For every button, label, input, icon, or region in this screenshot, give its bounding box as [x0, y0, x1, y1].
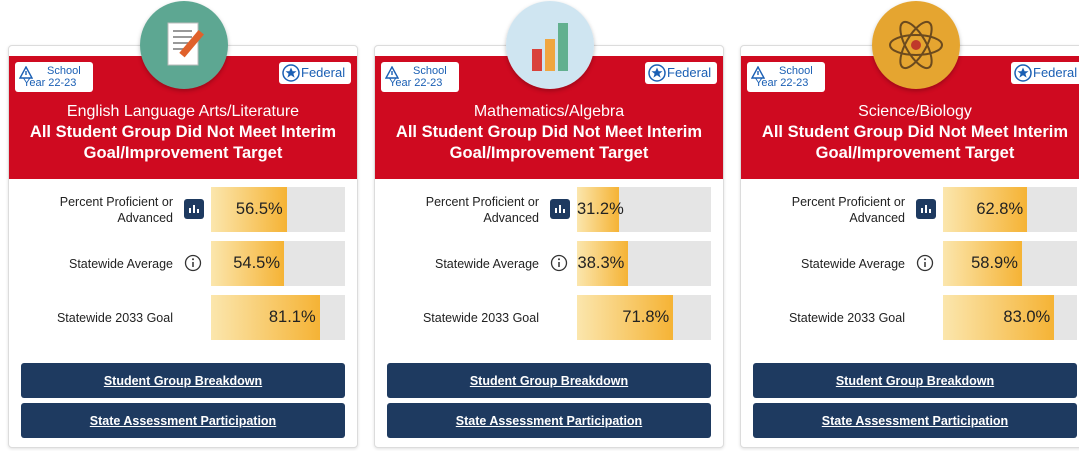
subject: Mathematics/Algebra: [473, 103, 625, 120]
bar-fill: 38.3%: [577, 241, 629, 286]
metric-label-text: Statewide 2033 Goal: [422, 310, 539, 325]
status: All Student Group Did Not Meet Interim G…: [761, 123, 1069, 162]
metric-label-text: Statewide 2033 Goal: [56, 310, 173, 325]
subject: Science/Biology: [858, 103, 972, 120]
metric-label: Statewide 2033 Goal: [389, 295, 539, 340]
metric-label: Percent Proficient or Advanced: [755, 187, 905, 232]
bar-track: 54.5%: [211, 241, 345, 286]
metric-label-text: Percent Proficient or Advanced: [425, 194, 539, 225]
bar-fill: 54.5%: [211, 241, 285, 286]
metric-row: Percent Proficient or Advanced 31.2%: [375, 187, 715, 232]
chart-icon[interactable]: [184, 199, 204, 224]
value-label: 83.0%: [1003, 308, 1051, 326]
metric-row: Statewide 2033 Goal 83.0%: [741, 295, 1079, 340]
value-label: 56.5%: [235, 200, 283, 218]
action-button[interactable]: Student Group Breakdown: [387, 363, 711, 398]
action-button[interactable]: State Assessment Participation: [21, 403, 345, 438]
info-icon[interactable]: [550, 254, 568, 277]
metric-label: Percent Proficient or Advanced: [389, 187, 539, 232]
metric-label: Statewide 2033 Goal: [755, 295, 905, 340]
year-badge: School Year 22-23: [747, 62, 825, 92]
value-label: 38.3%: [577, 254, 625, 272]
status: All Student Group Did Not Meet Interim G…: [29, 123, 337, 162]
bar-fill: 58.9%: [943, 241, 1022, 286]
action-button[interactable]: State Assessment Participation: [753, 403, 1077, 438]
metric-label-text: Statewide 2033 Goal: [788, 310, 905, 325]
subject-icon: [506, 1, 594, 89]
badge-text: Year 22-23: [755, 77, 809, 89]
bar-fill: 56.5%: [211, 187, 287, 232]
subject-icon: [140, 1, 228, 89]
bar-track: 62.8%: [943, 187, 1077, 232]
metric-label: Percent Proficient or Advanced: [23, 187, 173, 232]
metric-label-text: Statewide Average: [434, 256, 539, 271]
bar-track: 58.9%: [943, 241, 1077, 286]
bar-fill: 83.0%: [943, 295, 1055, 340]
metric-label: Statewide Average: [389, 241, 539, 286]
badge-text: School: [413, 65, 447, 77]
bar-track: 38.3%: [577, 241, 711, 286]
subject: English Language Arts/Literature: [66, 103, 300, 120]
card: School Year 22-23 Federal Mathematics/Algeb…: [374, 1, 724, 448]
bar-fill: 31.2%: [577, 187, 624, 232]
info-icon[interactable]: [184, 254, 202, 277]
badge-text: Year 22-23: [23, 77, 77, 89]
metric-label-text: Statewide Average: [68, 256, 173, 271]
badge-text: School: [47, 65, 81, 77]
metric-row: Statewide Average 38.3%: [375, 241, 715, 286]
value-label: 58.9%: [971, 254, 1018, 272]
federal-badge: Federal: [1011, 62, 1079, 84]
bar-track: 71.8%: [577, 295, 711, 340]
bar-fill: 71.8%: [577, 295, 674, 340]
bar-track: 83.0%: [943, 295, 1077, 340]
metric-label-text: Percent Proficient or Advanced: [791, 194, 905, 225]
metric-label: Statewide Average: [23, 241, 173, 286]
action-button[interactable]: Student Group Breakdown: [21, 363, 345, 398]
value-label: 71.8%: [622, 308, 670, 326]
federal-text: Federal: [1033, 65, 1078, 80]
metric-row: Statewide Average 54.5%: [9, 241, 349, 286]
metric-label: Statewide Average: [755, 241, 905, 286]
metric-label: Statewide 2033 Goal: [23, 295, 173, 340]
metric-row: Percent Proficient or Advanced 62.8%: [741, 187, 1079, 232]
bar-track: 81.1%: [211, 295, 345, 340]
year-badge: School Year 22-23: [15, 62, 93, 92]
card: School Year 22-23 Federal English Language …: [8, 1, 358, 448]
federal-text: Federal: [667, 65, 712, 80]
bar-fill: 81.1%: [211, 295, 320, 340]
metric-row: Statewide Average 58.9%: [741, 241, 1079, 286]
federal-badge: Federal: [279, 62, 351, 84]
chart-icon[interactable]: [550, 199, 570, 224]
metric-label-text: Percent Proficient or Advanced: [59, 194, 173, 225]
metric-row: Statewide 2033 Goal 81.1%: [9, 295, 349, 340]
subject-icon: [872, 1, 960, 89]
value-label: 54.5%: [233, 254, 281, 272]
chart-icon[interactable]: [916, 199, 936, 224]
action-button[interactable]: State Assessment Participation: [387, 403, 711, 438]
info-icon[interactable]: [916, 254, 934, 277]
action-button[interactable]: Student Group Breakdown: [753, 363, 1077, 398]
value-label: 31.2%: [577, 200, 624, 218]
bar-track: 31.2%: [577, 187, 711, 232]
status: All Student Group Did Not Meet Interim G…: [395, 123, 703, 162]
federal-text: Federal: [301, 65, 346, 80]
value-label: 62.8%: [976, 200, 1024, 218]
metric-row: Statewide 2033 Goal 71.8%: [375, 295, 715, 340]
metric-label-text: Statewide Average: [800, 256, 905, 271]
bar-fill: 62.8%: [943, 187, 1028, 232]
value-label: 81.1%: [268, 308, 316, 326]
metric-row: Percent Proficient or Advanced 56.5%: [9, 187, 349, 232]
badge-text: Year 22-23: [389, 77, 443, 89]
federal-badge: Federal: [645, 62, 717, 84]
badge-text: School: [779, 65, 813, 77]
bar-track: 56.5%: [211, 187, 345, 232]
year-badge: School Year 22-23: [381, 62, 459, 92]
card: School Year 22-23 Federal Science/Biology Al…: [740, 1, 1079, 448]
